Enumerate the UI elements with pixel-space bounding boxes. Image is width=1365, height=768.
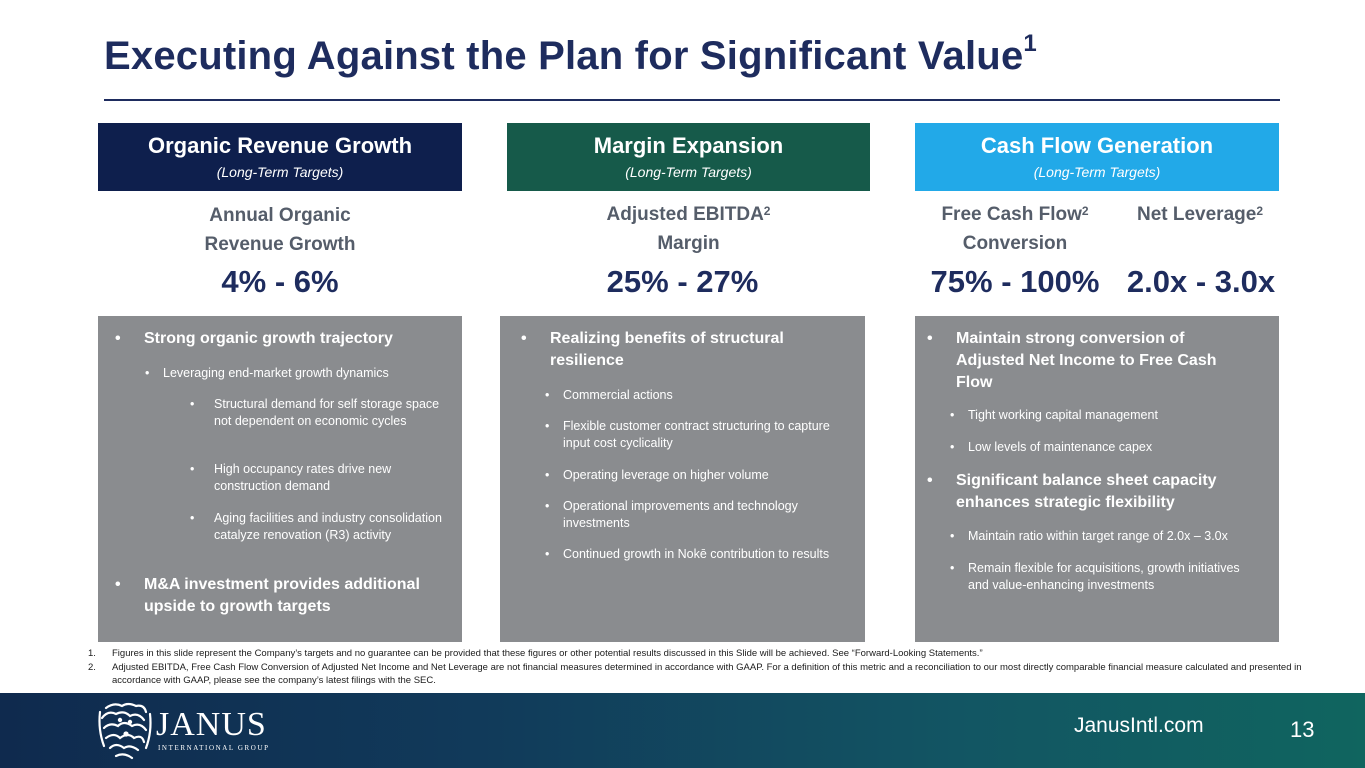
header-organic-revenue-growth: Organic Revenue Growth (Long-Term Target… [98, 123, 462, 191]
bullet-secondary: Operating leverage on higher volume [545, 467, 843, 484]
bullet-primary: Strong organic growth trajectory [115, 328, 444, 350]
value-free-cash-flow-conversion: 75% - 100% [930, 264, 1100, 299]
value-adjusted-ebitda-margin: 25% - 27% [606, 264, 759, 299]
header-title: Margin Expansion [593, 133, 784, 158]
title-footnote-marker: 1 [1023, 30, 1037, 57]
bullet-primary: M&A investment provides additional upsid… [115, 574, 454, 618]
metric-organic-revenue-growth: Annual Organic Revenue Growth [98, 201, 462, 259]
header-cash-flow-generation: Cash Flow Generation (Long-Term Targets) [915, 123, 1279, 191]
metric-line: Conversion [962, 233, 1068, 254]
header-subtitle: (Long-Term Targets) [216, 164, 344, 180]
bullet-box-margin-expansion: Realizing benefits of structural resilie… [500, 316, 865, 642]
page-number: 13 [1290, 717, 1315, 742]
header-margin-expansion: Margin Expansion (Long-Term Targets) [507, 123, 870, 191]
bullet-primary: Significant balance sheet capacity enhan… [927, 470, 1256, 514]
bullet-box-organic-growth: Strong organic growth trajectory Leverag… [98, 316, 462, 642]
bullet-tertiary: Aging facilities and industry consolidat… [190, 510, 454, 544]
bullet-secondary: Low levels of maintenance capex [950, 439, 1258, 456]
footnote-1: 1. Figures in this slide represent the C… [88, 647, 1328, 660]
value-organic-revenue-growth: 4% - 6% [221, 264, 339, 299]
bullet-secondary: Remain flexible for acquisitions, growth… [950, 560, 1258, 594]
footnote-number: 2. [88, 662, 96, 673]
bullet-secondary: Tight working capital management [950, 407, 1258, 424]
title-divider [104, 99, 1280, 101]
bullet-secondary: Commercial actions [545, 387, 843, 404]
metric-line: Margin [657, 233, 720, 254]
footnote-marker: 2 [763, 204, 771, 218]
bullet-primary: Maintain strong conversion of Adjusted N… [927, 328, 1256, 394]
value-net-leverage: 2.0x - 3.0x [1126, 264, 1276, 299]
logo-wordmark: JANUS [156, 706, 267, 743]
header-title: Cash Flow Generation [980, 133, 1214, 158]
footnote-text: Figures in this slide represent the Comp… [112, 648, 983, 659]
metric-adjusted-ebitda-margin: Adjusted EBITDA2 Margin [507, 200, 870, 258]
header-subtitle: (Long-Term Targets) [1033, 164, 1161, 180]
website-link[interactable]: JanusIntl.com [1074, 714, 1204, 737]
footnote-2: 2. Adjusted EBITDA, Free Cash Flow Conve… [88, 661, 1328, 687]
lion-crest-icon [98, 702, 152, 760]
header-subtitle: (Long-Term Targets) [625, 164, 752, 180]
footnote-number: 1. [88, 648, 96, 659]
bullet-secondary: Flexible customer contract structuring t… [545, 418, 833, 452]
metric-free-cash-flow-conversion: Free Cash Flow2 Conversion [915, 200, 1115, 258]
footnote-text: Adjusted EBITDA, Free Cash Flow Conversi… [112, 662, 1302, 686]
footnote-marker: 2 [1081, 204, 1089, 218]
bullet-secondary: Continued growth in Nokē contribution to… [545, 546, 833, 563]
bullet-secondary: Leveraging end-market growth dynamics [145, 365, 453, 382]
logo-subtitle: INTERNATIONAL GROUP [158, 744, 270, 752]
footer-bar [0, 693, 1365, 768]
bullet-primary: Realizing benefits of structural resilie… [521, 328, 840, 372]
metric-line: Free Cash Flow2 [941, 204, 1089, 225]
header-title: Organic Revenue Growth [147, 133, 413, 158]
footnote-marker: 2 [1256, 204, 1264, 218]
slide-title: Executing Against the Plan for Significa… [104, 30, 1037, 78]
bullet-secondary: Maintain ratio within target range of 2.… [950, 528, 1268, 545]
bullet-tertiary: Structural demand for self storage space… [190, 396, 444, 430]
bullet-tertiary: High occupancy rates drive new construct… [190, 461, 444, 495]
metric-line: Net Leverage2 [1136, 204, 1264, 225]
bullet-secondary: Operational improvements and technology … [545, 498, 843, 532]
metric-line: Adjusted EBITDA2 [606, 204, 771, 225]
metric-line: Revenue Growth [204, 234, 356, 255]
metric-line: Annual Organic [209, 205, 351, 226]
bullet-box-cash-flow: Maintain strong conversion of Adjusted N… [915, 316, 1279, 642]
metric-net-leverage: Net Leverage2 [1120, 200, 1280, 229]
